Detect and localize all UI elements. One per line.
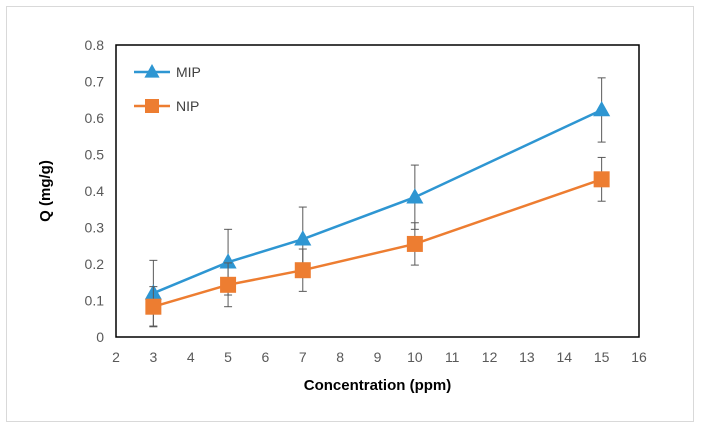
y-tick-label: 0.8	[85, 37, 105, 53]
y-tick-label: 0.1	[85, 293, 105, 309]
y-tick-label: 0.4	[85, 183, 105, 199]
y-tick-label: 0.2	[85, 256, 105, 272]
x-tick-label: 13	[519, 349, 535, 365]
chart-frame	[6, 6, 694, 422]
x-tick-label: 7	[299, 349, 307, 365]
data-point-nip	[593, 171, 610, 188]
data-point-mip	[406, 188, 424, 204]
x-tick-label: 4	[187, 349, 195, 365]
legend-marker-nip	[145, 99, 159, 113]
x-tick-label: 8	[336, 349, 344, 365]
y-tick-label: 0.7	[85, 74, 105, 90]
y-tick-label: 0	[96, 329, 104, 345]
plot-area	[115, 44, 640, 338]
y-axis-title: Q (mg/g)	[37, 160, 54, 222]
x-tick-label: 9	[374, 349, 382, 365]
y-tick-label: 0.6	[85, 110, 105, 126]
legend-marker-mip	[144, 64, 160, 78]
x-tick-label: 2	[112, 349, 120, 365]
data-point-mip	[593, 100, 611, 117]
x-axis-title: Concentration (ppm)	[304, 377, 452, 394]
data-point-mip	[219, 253, 237, 269]
data-point-nip	[145, 298, 162, 315]
x-tick-label: 15	[594, 349, 610, 365]
legend-label-nip: NIP	[176, 98, 199, 114]
legend-label-mip: MIP	[176, 64, 201, 80]
y-axis-ticks: 0 0.1 0.2 0.3 0.4 0.5 0.6 0.7 0.8	[85, 37, 105, 345]
x-tick-label: 14	[556, 349, 572, 365]
x-tick-label: 10	[407, 349, 423, 365]
data-point-nip	[220, 276, 237, 293]
x-tick-label: 11	[445, 349, 460, 365]
x-tick-label: 5	[224, 349, 232, 365]
y-tick-label: 0.3	[85, 220, 105, 236]
x-tick-label: 12	[482, 349, 498, 365]
y-tick-label: 0.5	[85, 147, 105, 163]
data-point-mip	[294, 230, 312, 246]
legend: MIP NIP	[134, 64, 201, 114]
data-point-nip	[294, 262, 311, 279]
x-tick-label: 3	[149, 349, 157, 365]
x-axis-ticks: 2 3 4 5 6 7 8 9 10 11 12 13 14 15 16	[112, 349, 647, 365]
x-tick-label: 6	[262, 349, 270, 365]
x-tick-label: 16	[631, 349, 647, 365]
series-layer	[144, 77, 611, 328]
data-point-nip	[406, 235, 423, 252]
